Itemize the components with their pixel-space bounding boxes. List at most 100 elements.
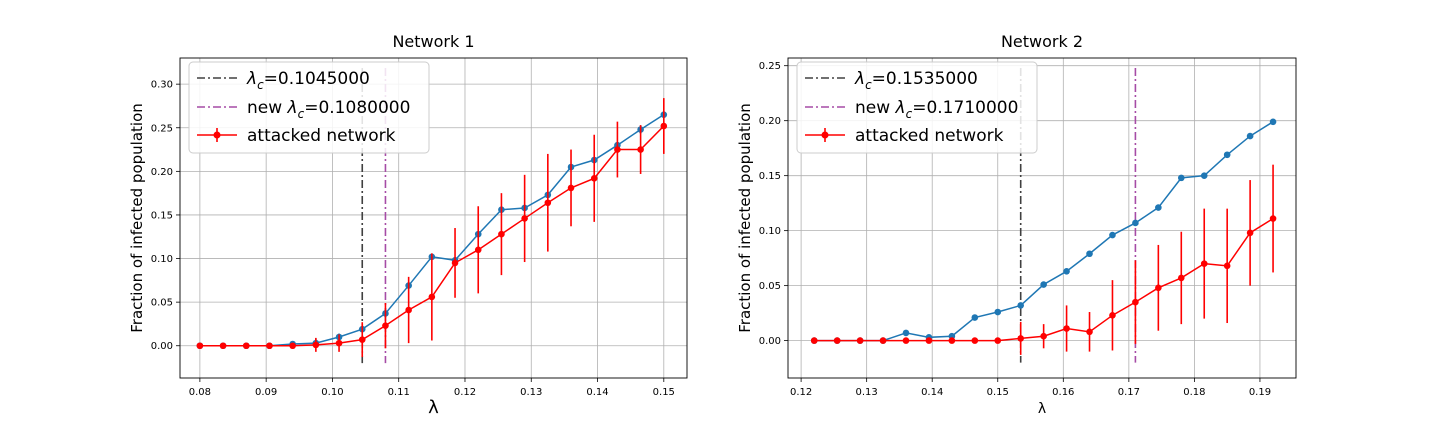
y-axis-label: Fraction of infected population xyxy=(128,103,146,333)
data-point xyxy=(1017,302,1024,309)
data-point xyxy=(925,337,933,344)
series-attacked-network xyxy=(810,164,1277,355)
legend-series-label: attacked network xyxy=(855,126,1004,146)
y-tick-label: 0.10 xyxy=(759,226,781,237)
chart-title: Network 2 xyxy=(1001,32,1083,51)
legend-subscript: c xyxy=(257,78,264,92)
data-point xyxy=(219,342,227,350)
data-point xyxy=(1177,174,1185,182)
data-point xyxy=(498,230,505,238)
y-tick-label: 0.05 xyxy=(759,281,781,292)
x-tick-label: 0.10 xyxy=(321,387,343,398)
data-point xyxy=(1132,298,1139,306)
y-tick-label: 0.20 xyxy=(759,116,781,127)
x-tick-label: 0.16 xyxy=(1052,387,1074,398)
data-point xyxy=(1040,332,1047,340)
data-point xyxy=(902,337,910,344)
data-point xyxy=(1155,204,1162,211)
data-point xyxy=(1040,281,1047,288)
legend-prefix: new xyxy=(247,98,288,118)
y-tick-label: 0.00 xyxy=(759,336,781,347)
legend-subscript: c xyxy=(298,107,305,121)
legend-value: =0.1045000 xyxy=(264,69,370,89)
data-point xyxy=(660,122,668,130)
data-point xyxy=(1086,250,1093,258)
y-tick-label: 0.00 xyxy=(151,341,173,352)
data-point xyxy=(810,337,818,344)
data-point xyxy=(1269,215,1277,222)
legend-symbol: λ xyxy=(854,69,865,89)
x-tick-label: 0.09 xyxy=(255,387,277,398)
data-point xyxy=(1269,118,1277,126)
data-point xyxy=(1246,132,1254,140)
chart-title: Network 1 xyxy=(392,32,474,51)
data-point xyxy=(1109,312,1116,319)
data-point xyxy=(196,342,204,350)
data-point xyxy=(614,146,621,153)
data-point xyxy=(451,259,459,267)
data-point xyxy=(1017,335,1024,342)
data-point xyxy=(544,199,552,207)
y-tick-label: 0.20 xyxy=(151,167,173,178)
axes-frame xyxy=(787,57,1297,379)
y-tick-label: 0.05 xyxy=(151,298,173,309)
x-tick-label: 0.12 xyxy=(454,387,476,398)
data-point xyxy=(1246,229,1254,237)
data-point xyxy=(833,337,841,344)
legend-label: new λc=0.1710000 xyxy=(855,98,1018,121)
data-point xyxy=(637,146,644,153)
x-tick-label: 0.12 xyxy=(790,387,812,398)
data-point xyxy=(994,308,1002,316)
data-point xyxy=(879,337,887,344)
legend-symbol: λ xyxy=(287,98,298,118)
data-point xyxy=(567,184,575,192)
legend-box xyxy=(188,61,430,154)
data-point xyxy=(1063,325,1070,332)
data-point xyxy=(948,337,956,344)
x-tick-label: 0.18 xyxy=(1183,387,1205,398)
data-point xyxy=(289,342,296,350)
data-point xyxy=(902,329,910,337)
x-tick-label: 0.08 xyxy=(189,387,211,398)
data-point xyxy=(1223,262,1231,270)
data-point xyxy=(474,246,482,254)
y-tick-label: 0.30 xyxy=(151,80,173,91)
series-attacked-network xyxy=(196,98,668,358)
data-point xyxy=(1200,172,1208,179)
data-point xyxy=(856,337,864,344)
data-point xyxy=(1200,260,1208,267)
legend-value: =0.1080000 xyxy=(304,98,410,118)
legend-value: =0.1535000 xyxy=(872,69,978,89)
legend-symbol: λ xyxy=(895,98,906,118)
y-tick-label: 0.25 xyxy=(151,123,173,134)
x-tick-label: 0.14 xyxy=(586,387,608,398)
x-tick-label: 0.14 xyxy=(921,387,943,398)
legend-label: λc=0.1535000 xyxy=(854,69,978,92)
data-point xyxy=(1109,231,1116,239)
legend-subscript: c xyxy=(906,107,913,121)
x-tick-label: 0.15 xyxy=(653,387,675,398)
data-point xyxy=(590,175,598,182)
data-point xyxy=(971,314,979,321)
x-tick-label: 0.13 xyxy=(856,387,878,398)
y-axis-label: Fraction of infected population xyxy=(736,103,754,333)
legend-symbol: λ xyxy=(246,69,257,89)
legend-label: λc=0.1045000 xyxy=(246,69,370,92)
x-axis-label: λ xyxy=(428,397,439,418)
legend-value: =0.1710000 xyxy=(912,98,1018,118)
axes-frame xyxy=(179,57,688,379)
legend-box xyxy=(796,61,1038,154)
legend-series-marker xyxy=(821,131,829,139)
x-tick-label: 0.15 xyxy=(987,387,1009,398)
data-point xyxy=(312,341,320,349)
y-tick-label: 0.15 xyxy=(151,210,173,221)
x-tick-label: 0.13 xyxy=(520,387,542,398)
data-point xyxy=(382,322,389,329)
chart-panel-network-2: 0.12 0.13 0.14 0.15 0.16 0.17 0.18 0.19 0.00 0.05… xyxy=(736,32,1297,417)
data-point xyxy=(335,339,343,347)
data-point xyxy=(1086,328,1093,336)
legend-subscript: c xyxy=(865,78,872,92)
